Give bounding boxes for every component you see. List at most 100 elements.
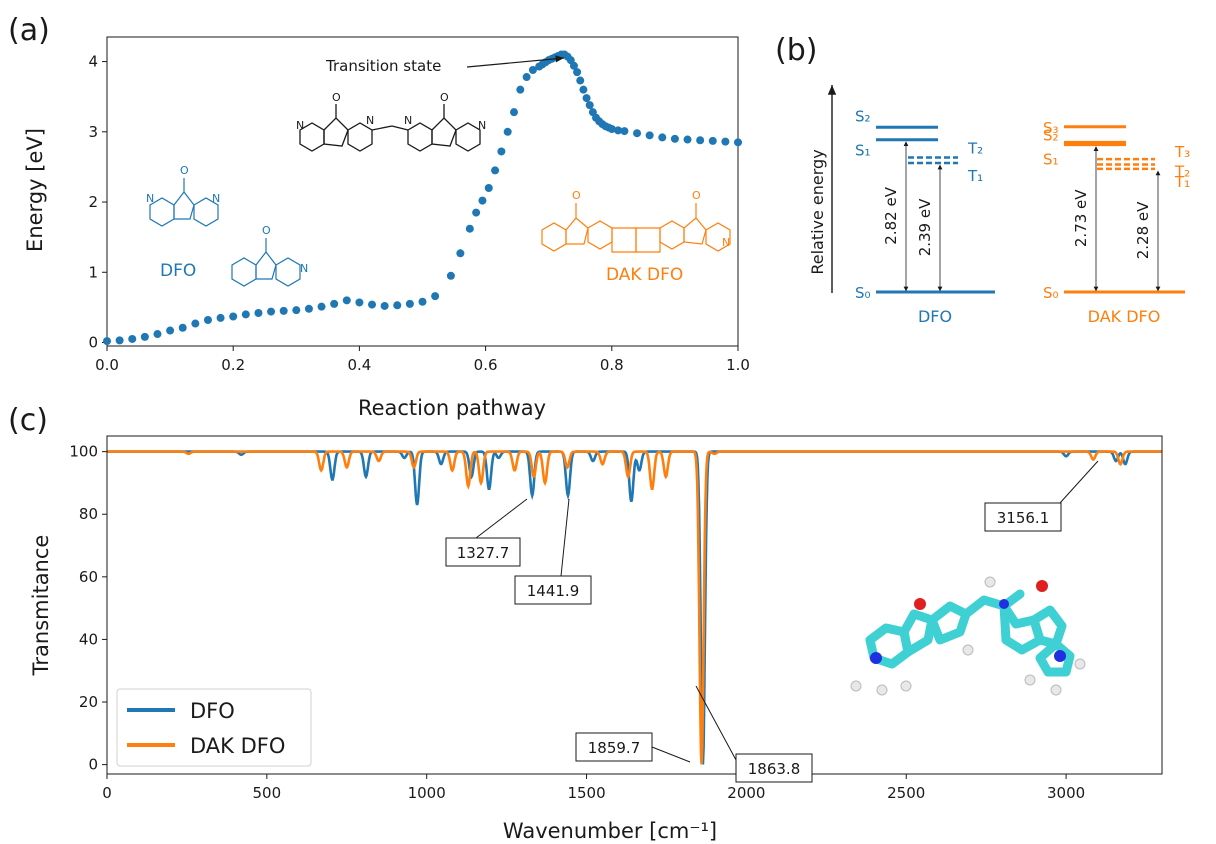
data-point xyxy=(166,326,175,335)
x-tick-label: 2000 xyxy=(727,784,765,802)
data-point xyxy=(254,308,263,317)
data-point xyxy=(484,183,493,192)
peak-annotation: 1441.9 xyxy=(514,498,592,605)
x-tick-label: 2500 xyxy=(887,784,925,802)
x-tick-label: 0 xyxy=(102,784,112,802)
y-tick-label: 0 xyxy=(88,333,98,351)
data-point xyxy=(115,336,124,345)
data-point xyxy=(355,298,364,307)
y-axis-label: Transmitance xyxy=(29,535,53,677)
svg-text:N: N xyxy=(366,114,374,127)
svg-text:N: N xyxy=(478,119,486,132)
singlet-label: S₂ xyxy=(855,107,871,125)
y-tick-label: 2 xyxy=(88,193,98,211)
data-point xyxy=(191,319,200,328)
singlet-label: S₀ xyxy=(1043,284,1059,302)
svg-text:O: O xyxy=(440,91,449,104)
data-point xyxy=(431,292,440,301)
triplet-label: T₃ xyxy=(1174,143,1190,161)
singlet-label: S₀ xyxy=(855,284,871,302)
y-tick-label: 100 xyxy=(69,443,98,461)
data-point xyxy=(670,134,679,143)
peak-annotation: 1863.8 xyxy=(695,685,813,783)
data-point xyxy=(579,85,588,94)
gap-label: 2.39 eV xyxy=(916,198,934,256)
x-tick-label: 0.2 xyxy=(221,356,245,374)
x-tick-label: 0.0 xyxy=(95,356,119,374)
svg-text:N: N xyxy=(212,192,220,205)
data-point xyxy=(503,127,512,136)
data-point xyxy=(456,249,465,258)
x-tick-label: 500 xyxy=(253,784,282,802)
peak-annotation: 1327.7 xyxy=(445,498,528,567)
ir-spectrum-plot: 0 500 1000 1500 2000 2500 3000 0 20 40 60 80 100 Wav… xyxy=(29,435,1163,843)
plot-c-frame xyxy=(106,435,1163,775)
data-point xyxy=(585,101,594,110)
transition-state-structure xyxy=(299,104,481,152)
data-point xyxy=(465,224,474,233)
legend-entry-dak-dfo: DAK DFO xyxy=(190,734,285,758)
data-point xyxy=(607,124,616,133)
data-point xyxy=(216,313,225,322)
data-point xyxy=(645,131,654,140)
svg-text:N: N xyxy=(296,119,304,132)
x-tick-label: 0.4 xyxy=(347,356,371,374)
y-tick-label: 40 xyxy=(79,630,98,648)
peak-annotation: 3156.1 xyxy=(984,460,1099,532)
dak-dfo-label: DAK DFO xyxy=(606,265,683,285)
data-point xyxy=(614,126,623,135)
y-tick-label: 1 xyxy=(88,263,98,281)
data-point xyxy=(696,136,705,145)
data-point xyxy=(658,133,667,142)
data-point xyxy=(472,208,481,217)
data-point xyxy=(528,66,537,75)
svg-text:N: N xyxy=(722,236,730,249)
singlet-label: S₂ xyxy=(1043,126,1059,144)
data-point xyxy=(497,147,506,156)
y-tick-label: 0 xyxy=(88,756,98,774)
data-point xyxy=(478,196,487,205)
transition-state-arrow xyxy=(466,55,565,68)
y-tick-label: 60 xyxy=(79,568,98,586)
x-tick-label: 0.6 xyxy=(474,356,498,374)
data-point xyxy=(620,127,629,136)
data-point xyxy=(140,332,149,341)
data-point xyxy=(342,296,351,305)
data-point xyxy=(368,300,377,309)
singlet-label: S₁ xyxy=(1043,151,1059,169)
y-tick-label: 80 xyxy=(79,505,98,523)
group-name: DAK DFO xyxy=(1088,307,1161,326)
data-point xyxy=(229,312,238,321)
triplet-label: T₁ xyxy=(1174,173,1190,191)
svg-text:1327.7: 1327.7 xyxy=(457,544,510,562)
data-point xyxy=(330,299,339,308)
molecule-3d-render xyxy=(850,576,1086,696)
x-tick-label: 0.8 xyxy=(600,356,624,374)
svg-text:O: O xyxy=(332,91,341,104)
dfo-atom-labels: O N N O N xyxy=(146,164,308,275)
panel-a-label: (a) xyxy=(8,13,50,48)
legend: DFO DAK DFO xyxy=(116,688,312,767)
dfo-label: DFO xyxy=(160,261,196,281)
gap-label: 2.73 eV xyxy=(1072,189,1090,247)
data-point xyxy=(491,166,500,175)
transition-state-annotation: Transition state xyxy=(325,57,441,75)
triplet-label: T₁ xyxy=(967,167,983,185)
data-point xyxy=(569,61,578,70)
data-point xyxy=(241,310,250,319)
data-point xyxy=(708,136,717,145)
data-point xyxy=(103,337,111,346)
dak-atom-labels: O O N xyxy=(572,189,730,249)
peak-annotation: 1859.7 xyxy=(575,732,691,763)
spectrum-line-dak-dfo xyxy=(107,450,1162,765)
x-axis-label: Reaction pathway xyxy=(358,396,546,420)
triplet-label: T₂ xyxy=(1174,163,1190,181)
reaction-energy-plot: 0.0 0.2 0.4 0.6 0.8 1.0 0 1 2 3 4 Reaction pathway… xyxy=(23,36,750,420)
svg-text:O: O xyxy=(180,164,189,177)
data-point xyxy=(128,334,137,343)
svg-text:O: O xyxy=(572,189,581,202)
plot-a-frame xyxy=(106,36,739,347)
data-point xyxy=(317,302,326,311)
